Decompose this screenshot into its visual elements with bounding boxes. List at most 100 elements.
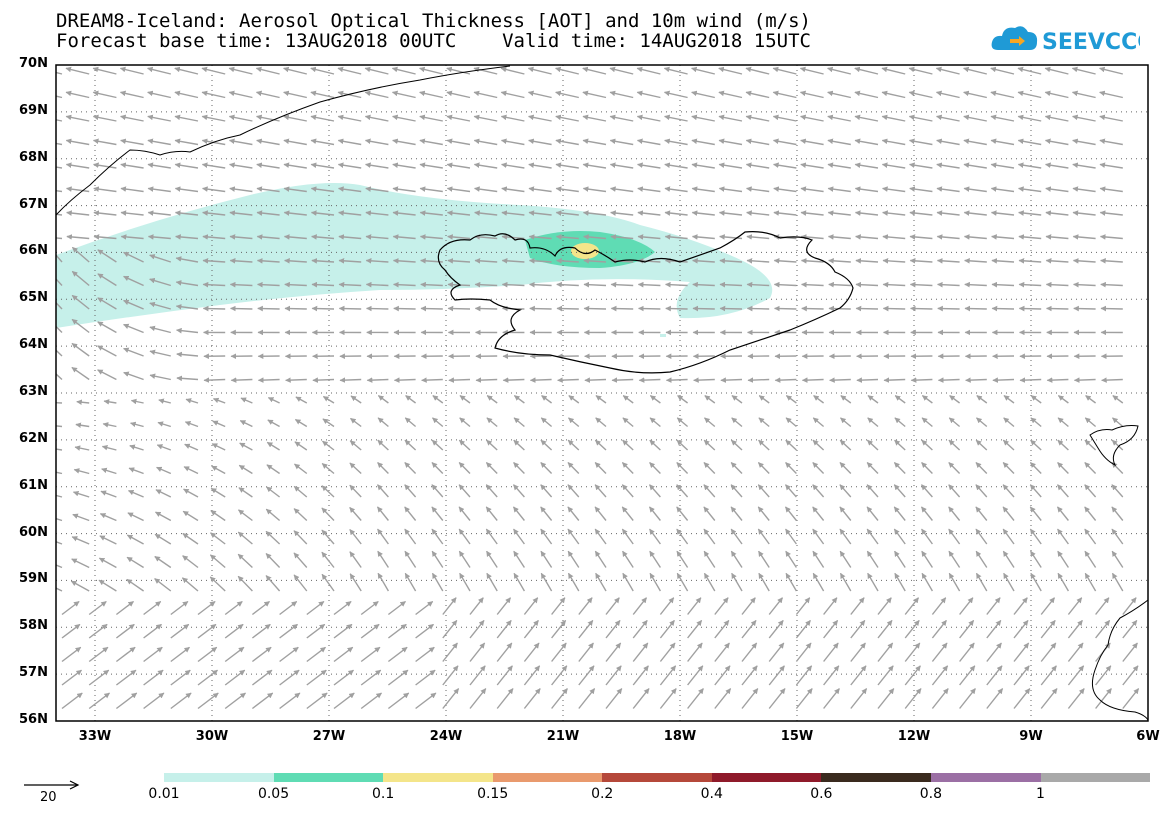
wind-arrow (829, 377, 851, 383)
wind-arrow (893, 506, 906, 521)
wind-arrow (649, 550, 661, 568)
wind-arrow (149, 301, 171, 310)
wind-arrow (283, 138, 307, 146)
wind-arrow (337, 66, 362, 75)
wind-arrow (893, 528, 906, 545)
wind-arrow (741, 642, 758, 662)
wind-arrow (149, 373, 171, 381)
wind-arrow (306, 623, 326, 639)
wind-arrow (632, 688, 650, 709)
wind-arrow (337, 114, 362, 122)
wind-arrow (528, 210, 552, 216)
wind-arrow (975, 506, 988, 521)
wind-arrow (513, 439, 525, 451)
lat-label: 70N (19, 56, 48, 71)
wind-arrow (881, 90, 906, 99)
wind-arrow (283, 186, 307, 193)
wind-arrow (1100, 305, 1123, 312)
wind-arrow (469, 619, 485, 639)
wind-arrow (129, 444, 144, 451)
wind-arrow (415, 692, 437, 710)
wind-arrow (758, 395, 770, 404)
wind-arrow (183, 466, 199, 475)
wind-arrow (1046, 377, 1069, 383)
wind-arrow (143, 646, 163, 663)
wind-arrow (61, 692, 83, 710)
wind-arrow (610, 186, 634, 193)
wind-arrow (432, 417, 444, 428)
wind-arrow (181, 577, 199, 592)
wind-arrow (975, 484, 988, 498)
wind-arrow (387, 646, 408, 663)
wind-arrow (474, 305, 498, 312)
wind-arrow (257, 377, 280, 383)
wind-arrow (703, 439, 716, 451)
wind-arrow (1045, 186, 1069, 193)
wind-arrow (295, 396, 308, 404)
wind-arrow (469, 642, 486, 662)
wind-arrow (154, 555, 172, 569)
wind-arrow (1122, 665, 1139, 686)
wind-arrow (964, 258, 987, 264)
wind-arrow (795, 665, 813, 686)
wind-arrow (65, 162, 90, 169)
wind-arrow (746, 234, 770, 240)
wind-arrow (800, 186, 824, 193)
wind-arrow (800, 138, 824, 146)
wind-arrow (664, 186, 688, 193)
wind-arrow (523, 688, 541, 709)
wind-arrow (976, 417, 988, 428)
wind-arrow (704, 417, 716, 428)
wind-arrow (446, 162, 471, 169)
wind-arrow (448, 377, 471, 383)
wind-arrow (387, 600, 406, 616)
wind-arrow (839, 506, 852, 521)
wind-arrow (333, 600, 352, 616)
wind-arrow (255, 66, 280, 75)
wind-arrow (170, 600, 189, 616)
wind-arrow (921, 395, 933, 404)
aot-plume-low (56, 182, 773, 328)
wind-arrow (621, 506, 634, 521)
wind-arrow (1100, 258, 1123, 264)
wind-arrow (523, 619, 539, 639)
wind-arrow (540, 528, 553, 545)
wind-arrow (212, 397, 226, 404)
wind-arrow (56, 564, 63, 569)
wind-arrow (310, 90, 335, 99)
legend-swatch (821, 773, 931, 782)
wind-arrow (459, 417, 471, 428)
wind-arrow (703, 506, 716, 521)
wind-arrow (768, 642, 785, 662)
wind-arrow (123, 323, 144, 334)
wind-arrow (594, 506, 607, 521)
wind-arrow (605, 688, 623, 709)
wind-arrow (703, 484, 716, 498)
wind-arrow (1084, 439, 1097, 451)
wind-arrow (56, 254, 63, 263)
wind-arrow (71, 558, 90, 569)
wind-arrow (442, 688, 460, 709)
wind-arrow (115, 669, 137, 686)
wind-arrow (665, 305, 688, 312)
wind-arrow (909, 281, 933, 288)
wind-arrow (1057, 439, 1069, 451)
wind-arrow (528, 114, 552, 122)
wind-arrow (97, 273, 117, 287)
wind-arrow (365, 281, 389, 288)
wind-arrow (881, 66, 906, 75)
legend-swatch (930, 773, 1041, 782)
aot-plume-high (571, 243, 599, 259)
wind-arrow (827, 234, 851, 240)
lon-label: 9W (1019, 729, 1043, 744)
wind-arrow (691, 90, 715, 99)
wind-arrow (692, 281, 715, 288)
wind-arrow (349, 462, 362, 475)
wind-arrow (387, 692, 410, 710)
wind-arrow (126, 556, 144, 569)
wind-arrow (823, 597, 838, 615)
wind-arrow (648, 484, 661, 498)
wind-arrow (714, 619, 730, 639)
wind-arrow (745, 66, 770, 75)
wind-arrow (636, 90, 661, 99)
